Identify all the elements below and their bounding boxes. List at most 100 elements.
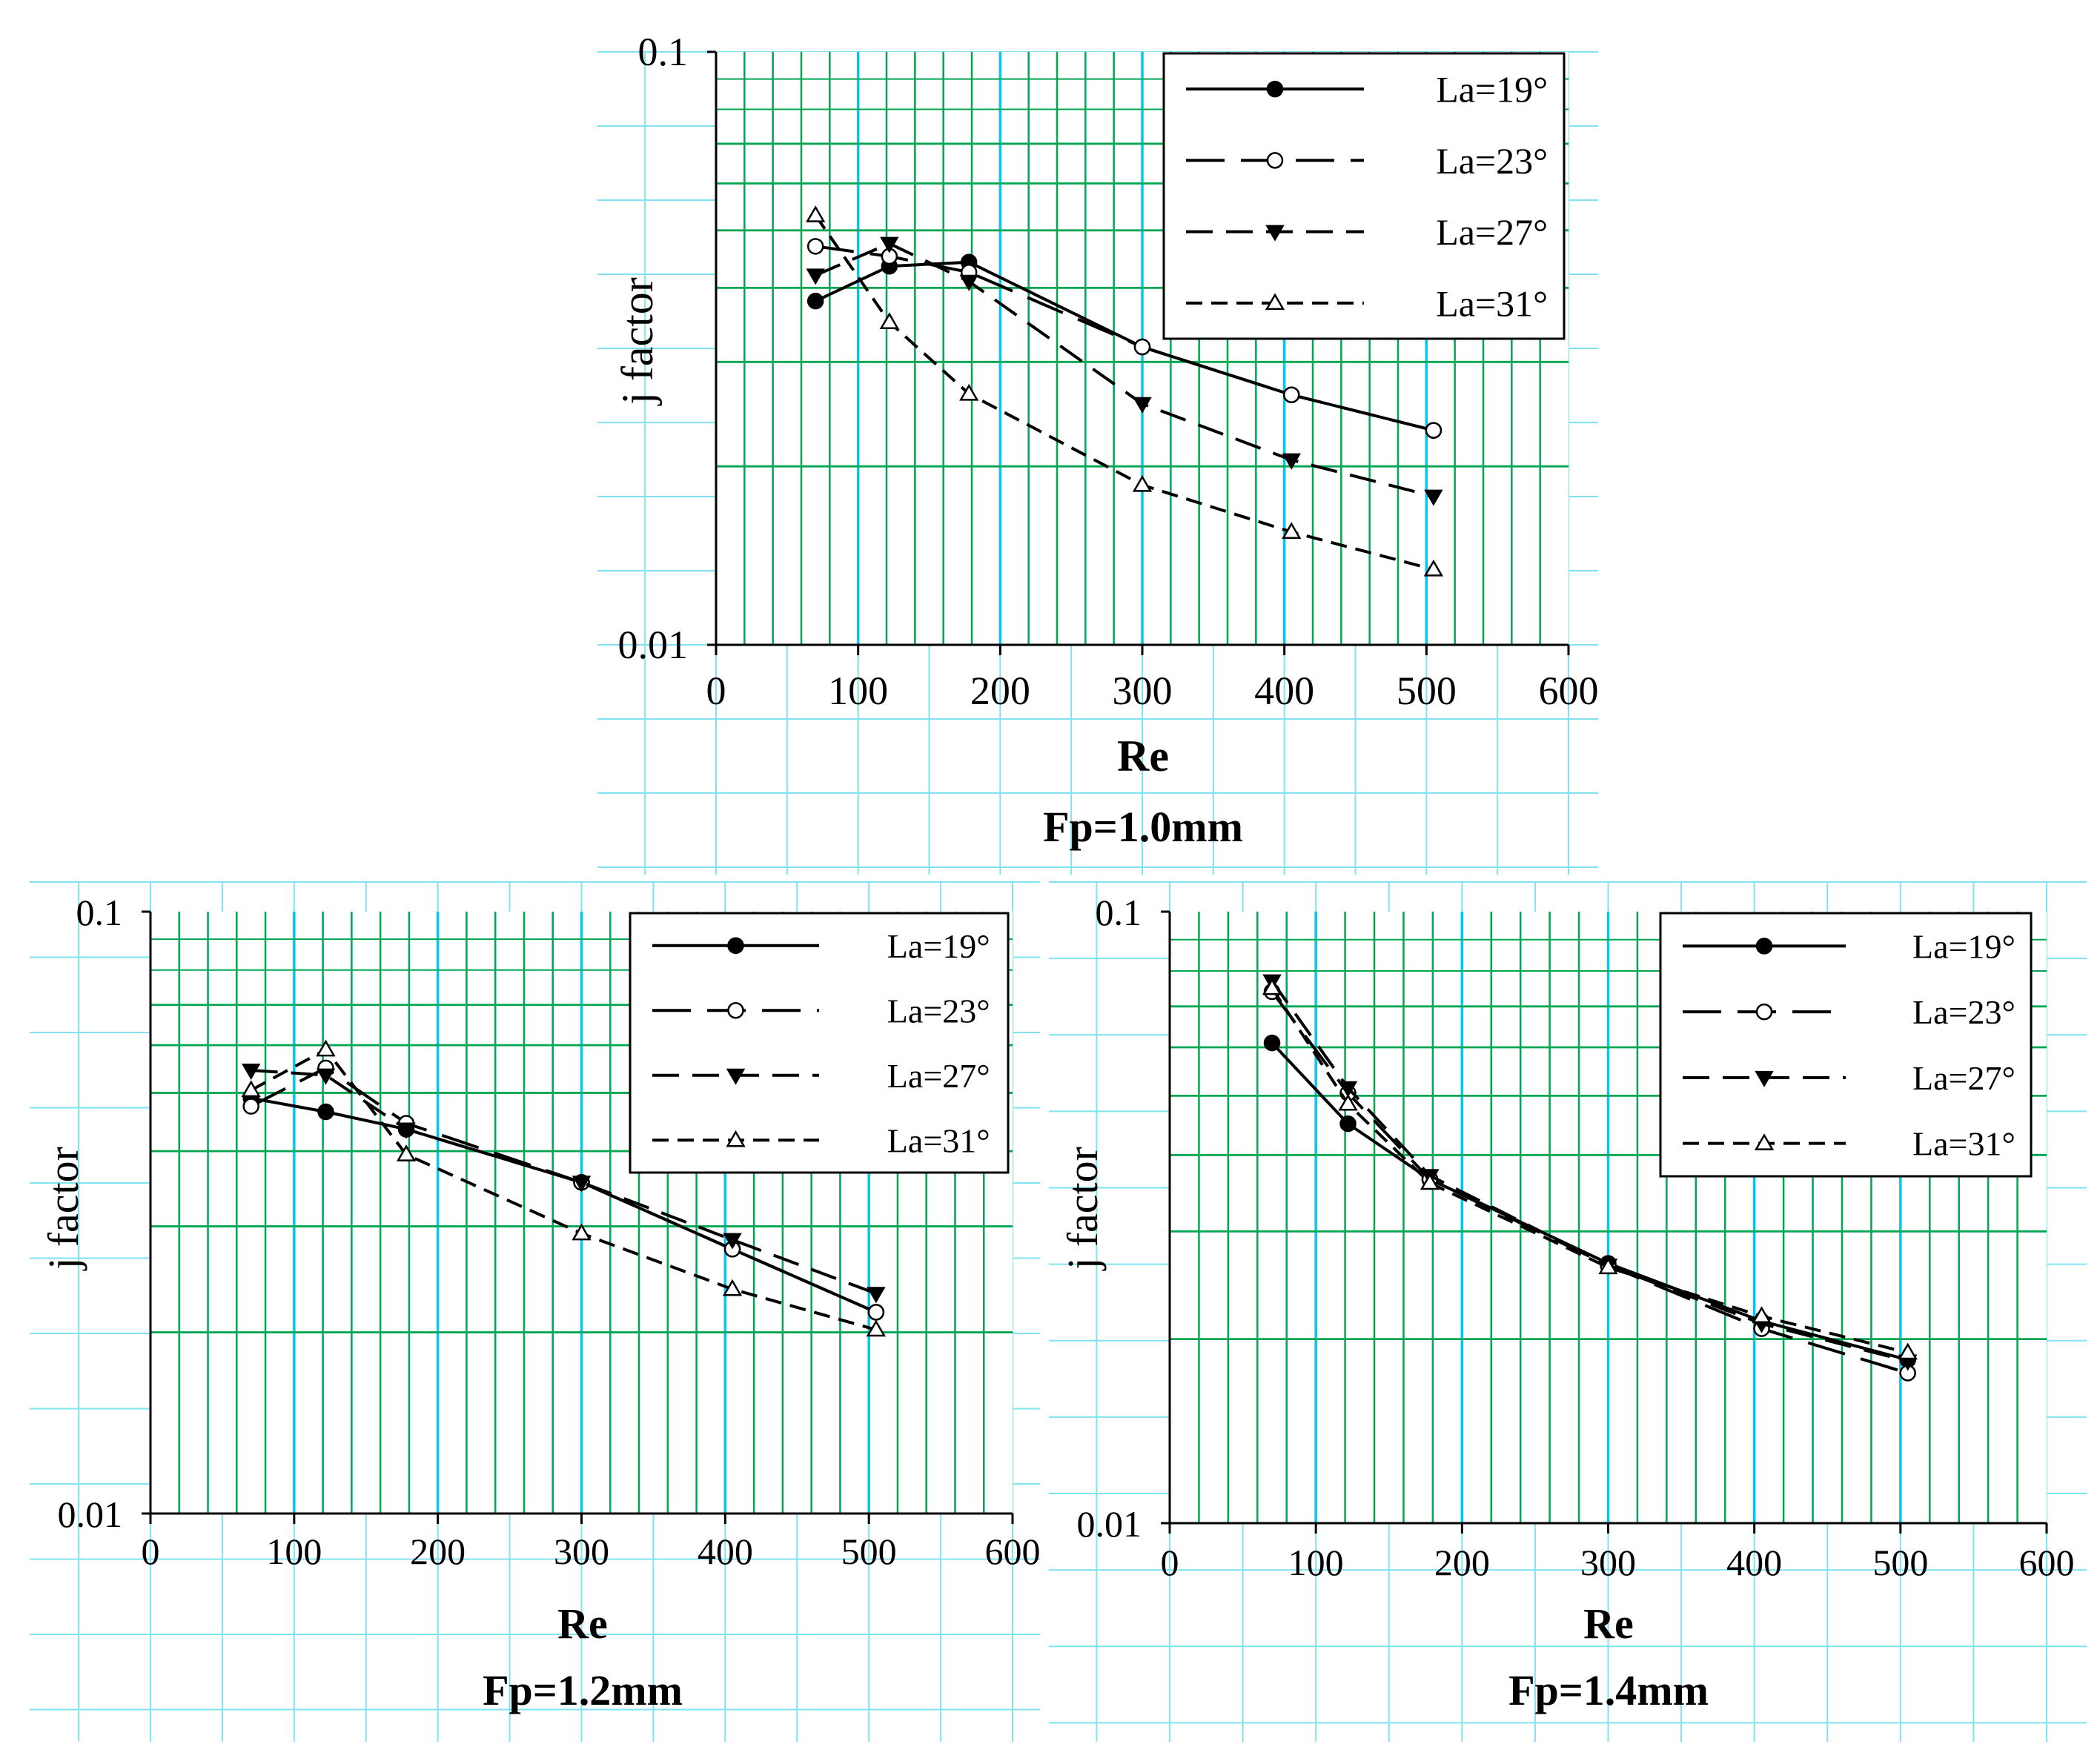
chart-title: Fp=1.0mm bbox=[1043, 803, 1243, 851]
legend-marker bbox=[726, 1068, 746, 1085]
legend: La=19° La=23° La=27° La=31° bbox=[629, 912, 1010, 1174]
legend-label: La=19° bbox=[887, 927, 990, 965]
y-tick-label: 0.01 bbox=[618, 623, 689, 667]
x-tick-label: 200 bbox=[1434, 1542, 1490, 1583]
y-tick-label: 0.1 bbox=[1096, 892, 1142, 933]
data-point bbox=[867, 1304, 885, 1321]
y-axis-label: j factor bbox=[613, 277, 662, 406]
data-point bbox=[806, 238, 824, 255]
data-point bbox=[316, 1039, 336, 1057]
data-point bbox=[1133, 338, 1151, 356]
legend-marker bbox=[1265, 293, 1285, 311]
data-point bbox=[1339, 1115, 1357, 1133]
data-point bbox=[1282, 522, 1302, 539]
x-tick-label: 600 bbox=[1539, 669, 1599, 713]
legend-label: La=19° bbox=[1912, 927, 2015, 965]
legend-label: La=31° bbox=[1436, 282, 1548, 324]
data-point bbox=[396, 1144, 417, 1161]
x-axis-label: Re bbox=[557, 1600, 608, 1648]
vertical-gridlines bbox=[743, 52, 1541, 645]
series-4 bbox=[241, 1039, 887, 1337]
legend-label: La=23° bbox=[1912, 993, 2015, 1031]
chart-title: Fp=1.2mm bbox=[483, 1666, 683, 1714]
legend-marker bbox=[726, 1130, 746, 1147]
chart-title: Fp=1.4mm bbox=[1508, 1666, 1709, 1714]
legend-marker bbox=[1754, 1133, 1775, 1150]
x-tick-label: 300 bbox=[1113, 669, 1173, 713]
y-tick-label: 0.01 bbox=[1077, 1503, 1142, 1545]
data-point bbox=[866, 1319, 887, 1337]
series-line bbox=[1271, 987, 1909, 1354]
data-point bbox=[867, 1287, 886, 1304]
y-tick-label: 0.01 bbox=[58, 1494, 123, 1535]
chart-panel-2: 0 100 200 300 400 500 600 0.01 0.1 Re j factor Fp=1… bbox=[30, 881, 1041, 1742]
legend-marker bbox=[1755, 938, 1773, 955]
chart-panel-3: 0 100 200 300 400 500 600 0.01 0.1 Re j factor Fp=1… bbox=[1049, 881, 2087, 1742]
data-point bbox=[1598, 1257, 1618, 1275]
x-tick-label: 400 bbox=[1254, 669, 1314, 713]
legend-box bbox=[1162, 52, 1566, 340]
data-point bbox=[1338, 1081, 1358, 1098]
data-point bbox=[1133, 397, 1152, 414]
legend-label: La=27° bbox=[1912, 1059, 2015, 1097]
data-point bbox=[1282, 453, 1301, 470]
legend-marker bbox=[1265, 225, 1285, 242]
data-point bbox=[1283, 386, 1300, 403]
legend-label: La=27° bbox=[887, 1057, 990, 1095]
legend-marker bbox=[1266, 152, 1284, 169]
x-tick-label: 300 bbox=[554, 1531, 609, 1572]
x-tick-label: 500 bbox=[1872, 1542, 1928, 1583]
legend-box bbox=[1659, 912, 2033, 1178]
legend-label: La=31° bbox=[887, 1121, 990, 1159]
data-point bbox=[806, 268, 825, 285]
data-point bbox=[1420, 1173, 1440, 1190]
data-point bbox=[805, 205, 826, 222]
series-line bbox=[815, 245, 1434, 432]
data-point bbox=[958, 383, 979, 401]
x-tick-label: 100 bbox=[828, 669, 888, 713]
data-point bbox=[1132, 474, 1153, 492]
x-tick-label: 0 bbox=[706, 669, 726, 713]
y-axis-label: j factor bbox=[1059, 1147, 1107, 1271]
legend: La=19° La=23° La=27° La=31° bbox=[1162, 52, 1566, 340]
y-tick-label: 0.1 bbox=[638, 30, 689, 74]
data-point bbox=[1263, 1034, 1281, 1052]
series-3 bbox=[806, 236, 1443, 506]
x-tick-label: 400 bbox=[1726, 1542, 1782, 1583]
legend-marker bbox=[1755, 1003, 1773, 1021]
data-point bbox=[880, 236, 899, 253]
data-point bbox=[1338, 1093, 1358, 1111]
legend-marker bbox=[727, 937, 744, 954]
legend: La=19° La=23° La=27° La=31° bbox=[1659, 912, 2033, 1178]
chart-panel-1: 0 100 200 300 400 500 600 0.01 0.1 Re j factor Fp=1… bbox=[597, 30, 1599, 875]
series-4 bbox=[1262, 978, 1918, 1360]
series-line bbox=[814, 214, 1434, 571]
series-line bbox=[1271, 990, 1909, 1375]
x-tick-label: 100 bbox=[1288, 1542, 1344, 1583]
x-tick-label: 200 bbox=[410, 1531, 466, 1572]
data-point bbox=[572, 1176, 592, 1193]
x-tick-label: 500 bbox=[841, 1531, 897, 1572]
legend-label: La=31° bbox=[1912, 1125, 2015, 1163]
x-tick-label: 500 bbox=[1397, 669, 1457, 713]
data-point bbox=[806, 292, 824, 310]
series-line bbox=[251, 1069, 877, 1296]
data-point bbox=[1424, 489, 1443, 506]
data-point bbox=[723, 1233, 742, 1250]
data-point bbox=[241, 1080, 261, 1098]
data-point bbox=[1262, 978, 1282, 995]
data-point bbox=[722, 1279, 743, 1296]
x-tick-label: 0 bbox=[142, 1531, 160, 1572]
data-point bbox=[241, 1064, 261, 1081]
y-axis-label: j factor bbox=[39, 1147, 87, 1271]
legend-box bbox=[629, 912, 1010, 1174]
legend-label: La=19° bbox=[1436, 69, 1548, 110]
series-line bbox=[815, 242, 1434, 498]
data-point bbox=[316, 1068, 336, 1085]
x-axis-label: Re bbox=[1117, 732, 1169, 780]
x-tick-label: 200 bbox=[970, 669, 1030, 713]
x-tick-label: 100 bbox=[266, 1531, 322, 1572]
legend-label: La=27° bbox=[1436, 211, 1548, 253]
series-4 bbox=[805, 205, 1444, 577]
